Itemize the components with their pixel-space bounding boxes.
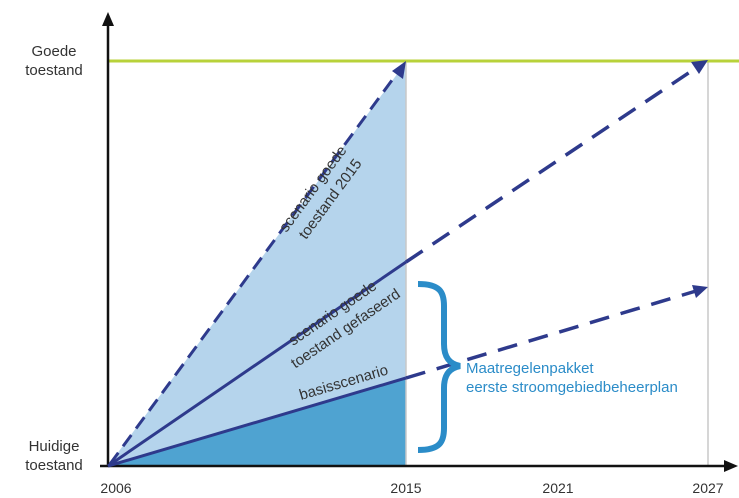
arrowhead-scenario-gefaseerd — [691, 60, 708, 74]
x-tick-2021: 2021 — [542, 480, 574, 496]
y-label-huidige-toestand: Huidige toestand — [25, 438, 83, 474]
curly-brace-icon — [417, 281, 461, 453]
x-tick-2006: 2006 — [100, 480, 132, 496]
arrow-scenario-2015 — [108, 71, 400, 465]
arrowhead-scenario-2015 — [392, 61, 406, 79]
arrow-scenario-gefaseerd — [405, 66, 697, 264]
x-axis-arrowhead — [724, 460, 738, 472]
y-label-goede-toestand: Goede toestand — [25, 43, 83, 79]
line-basisscenario — [107, 376, 407, 468]
y-axis-arrowhead — [102, 12, 114, 26]
x-tick-2027: 2027 — [692, 480, 724, 496]
arrowhead-basisscenario — [692, 285, 708, 298]
line-scenario-gefaseerd — [107, 260, 407, 468]
bracket-note: Maatregelenpakket eerste stroomgebiedbeh… — [466, 360, 678, 396]
x-tick-2015: 2015 — [390, 480, 422, 496]
